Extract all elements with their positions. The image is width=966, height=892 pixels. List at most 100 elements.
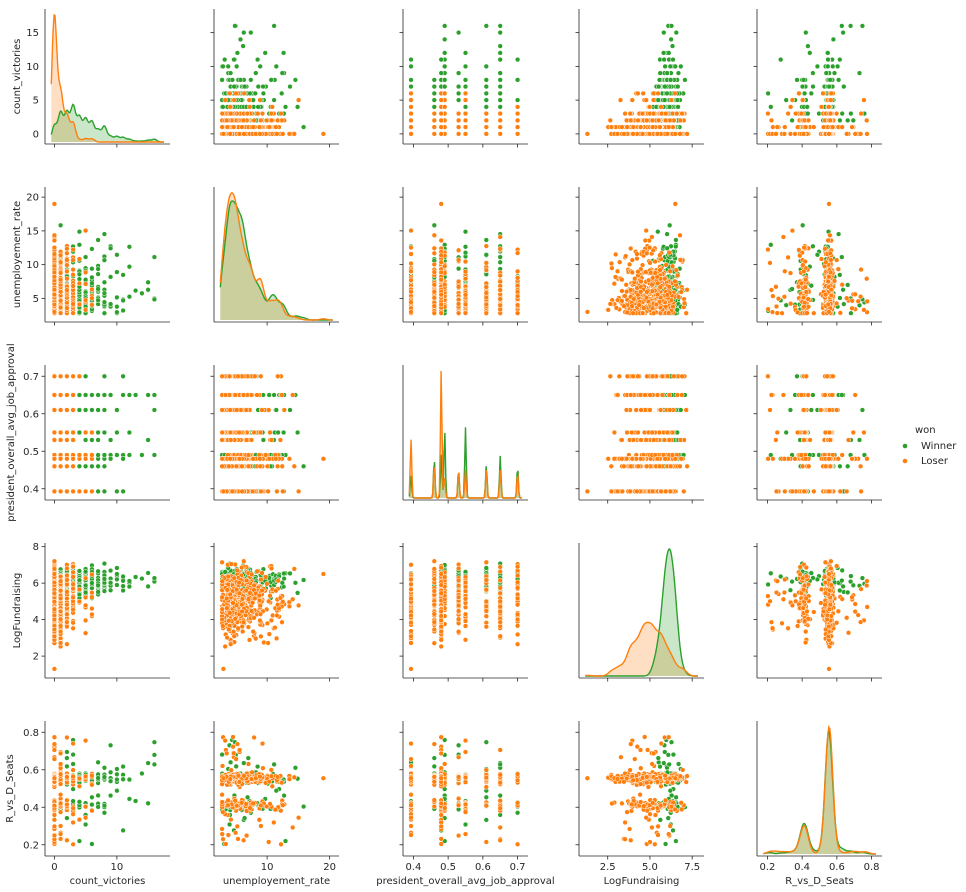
point-winner bbox=[830, 36, 837, 43]
point-winner bbox=[661, 56, 667, 63]
point-loser bbox=[438, 237, 444, 244]
point-loser bbox=[650, 97, 657, 103]
point-winner bbox=[825, 56, 831, 63]
point-loser bbox=[438, 277, 444, 283]
point-loser bbox=[247, 104, 253, 110]
point-loser bbox=[611, 281, 617, 287]
point-loser bbox=[632, 276, 638, 282]
point-winner bbox=[101, 257, 108, 263]
point-winner bbox=[248, 77, 254, 83]
point-winner bbox=[514, 56, 521, 63]
point-loser bbox=[408, 277, 414, 283]
point-loser bbox=[605, 307, 611, 313]
point-loser bbox=[51, 274, 58, 280]
point-loser bbox=[455, 110, 462, 117]
point-loser bbox=[657, 252, 663, 258]
point-loser bbox=[320, 131, 327, 137]
point-winner bbox=[255, 104, 261, 110]
point-loser bbox=[830, 124, 836, 130]
point-loser bbox=[431, 245, 437, 251]
point-winner bbox=[848, 310, 854, 316]
point-winner bbox=[662, 97, 668, 103]
point-loser bbox=[82, 269, 89, 276]
point-loser bbox=[614, 268, 621, 274]
point-loser bbox=[269, 104, 275, 110]
point-winner bbox=[497, 50, 503, 56]
point-winner bbox=[114, 294, 120, 301]
point-loser bbox=[57, 310, 64, 316]
point-loser bbox=[650, 275, 656, 281]
point-winner bbox=[497, 97, 503, 103]
point-winner bbox=[431, 83, 437, 90]
point-winner bbox=[271, 23, 277, 29]
point-winner bbox=[675, 83, 681, 90]
point-loser bbox=[514, 124, 521, 130]
point-loser bbox=[483, 284, 489, 290]
point-loser bbox=[629, 269, 635, 276]
point-loser bbox=[51, 244, 58, 251]
point-loser bbox=[438, 310, 444, 316]
point-loser bbox=[649, 305, 656, 311]
point-winner bbox=[101, 299, 108, 305]
point-loser bbox=[793, 110, 799, 117]
point-winner bbox=[76, 271, 83, 277]
point-winner bbox=[839, 110, 845, 117]
point-loser bbox=[646, 244, 653, 251]
point-winner bbox=[408, 83, 414, 90]
point-loser bbox=[638, 124, 644, 130]
point-loser bbox=[462, 258, 469, 265]
point-loser bbox=[514, 250, 521, 256]
point-loser bbox=[858, 110, 864, 117]
point-loser bbox=[617, 259, 623, 265]
point-loser bbox=[638, 278, 644, 285]
point-loser bbox=[788, 104, 794, 110]
point-loser bbox=[408, 289, 414, 295]
point-loser bbox=[438, 301, 444, 308]
point-loser bbox=[258, 117, 264, 124]
panel-count_victories-vs-LogFundraising bbox=[575, 9, 704, 148]
point-loser bbox=[236, 131, 243, 137]
point-winner bbox=[656, 83, 662, 90]
point-loser bbox=[607, 301, 613, 307]
point-loser bbox=[462, 269, 469, 275]
point-loser bbox=[286, 131, 293, 137]
panels-layer bbox=[41, 9, 882, 860]
point-loser bbox=[673, 267, 679, 273]
point-loser bbox=[222, 97, 228, 103]
point-loser bbox=[623, 282, 629, 288]
point-winner bbox=[845, 282, 851, 288]
point-winner bbox=[95, 297, 101, 303]
point-loser bbox=[70, 283, 76, 289]
point-loser bbox=[668, 97, 675, 103]
point-winner bbox=[107, 301, 114, 307]
point-winner bbox=[300, 124, 307, 130]
point-loser bbox=[849, 124, 855, 130]
point-loser bbox=[820, 90, 826, 97]
point-winner bbox=[823, 70, 829, 76]
point-winner bbox=[254, 56, 261, 63]
point-loser bbox=[408, 260, 414, 267]
point-winner bbox=[856, 70, 863, 76]
point-winner bbox=[248, 29, 254, 36]
point-loser bbox=[266, 124, 272, 130]
point-loser bbox=[844, 131, 850, 137]
point-loser bbox=[408, 299, 414, 305]
point-loser bbox=[684, 287, 690, 293]
point-winner bbox=[95, 286, 101, 292]
point-loser bbox=[462, 131, 469, 137]
point-loser bbox=[514, 310, 521, 316]
point-loser bbox=[652, 270, 658, 276]
point-loser bbox=[782, 124, 788, 130]
point-winner bbox=[462, 104, 469, 110]
point-loser bbox=[64, 250, 70, 256]
point-loser bbox=[455, 278, 462, 285]
point-loser bbox=[224, 124, 230, 130]
point-loser bbox=[826, 104, 832, 110]
point-loser bbox=[278, 110, 284, 117]
point-loser bbox=[257, 97, 263, 103]
point-loser bbox=[639, 110, 646, 117]
point-loser bbox=[497, 131, 503, 137]
point-winner bbox=[831, 70, 838, 76]
point-loser bbox=[650, 124, 656, 130]
point-winner bbox=[483, 23, 489, 29]
